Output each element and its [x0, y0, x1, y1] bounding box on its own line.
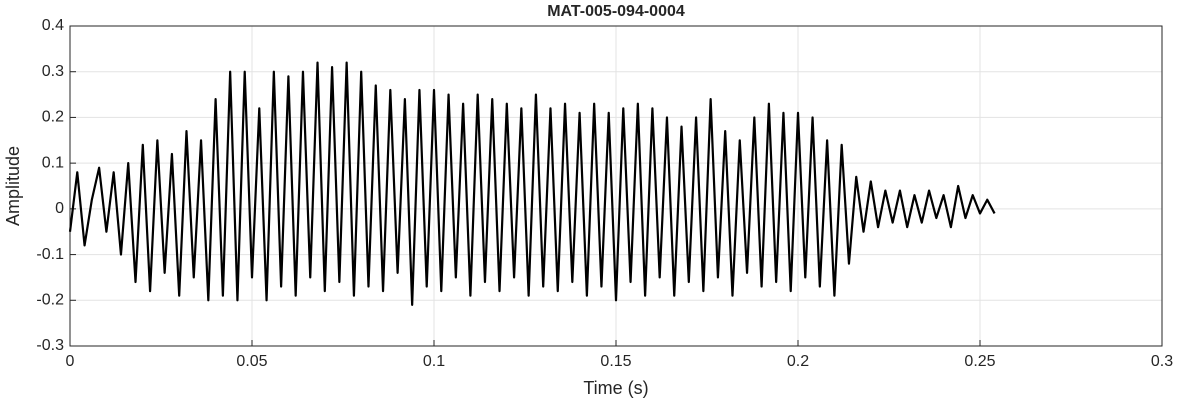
y-axis-label: Amplitude: [3, 146, 23, 226]
y-tick-label: -0.2: [36, 292, 64, 309]
x-tick-label: 0: [66, 353, 75, 370]
waveform-line: [68, 61, 996, 306]
y-tick-label: 0.3: [42, 63, 64, 80]
x-axis-label: Time (s): [583, 378, 648, 398]
x-tick-label: 0.3: [1151, 353, 1173, 370]
y-tick-label: 0.4: [42, 17, 64, 34]
plot-frame: [69, 25, 1163, 347]
x-tick-label: 0.1: [423, 353, 445, 370]
y-tick-label: -0.1: [36, 246, 64, 263]
x-tick-label: 0.15: [600, 353, 631, 370]
chart-title: MAT-005-094-0004: [547, 3, 685, 20]
x-tick-label: 0.25: [964, 353, 995, 370]
x-tick-label: 0.2: [787, 353, 809, 370]
y-tick-label: 0.1: [42, 154, 64, 171]
y-tick-label: -0.3: [36, 337, 64, 354]
y-tick-label: 0: [55, 200, 64, 217]
x-tick-label: 0.05: [236, 353, 267, 370]
y-tick-label: 0.2: [42, 109, 64, 126]
